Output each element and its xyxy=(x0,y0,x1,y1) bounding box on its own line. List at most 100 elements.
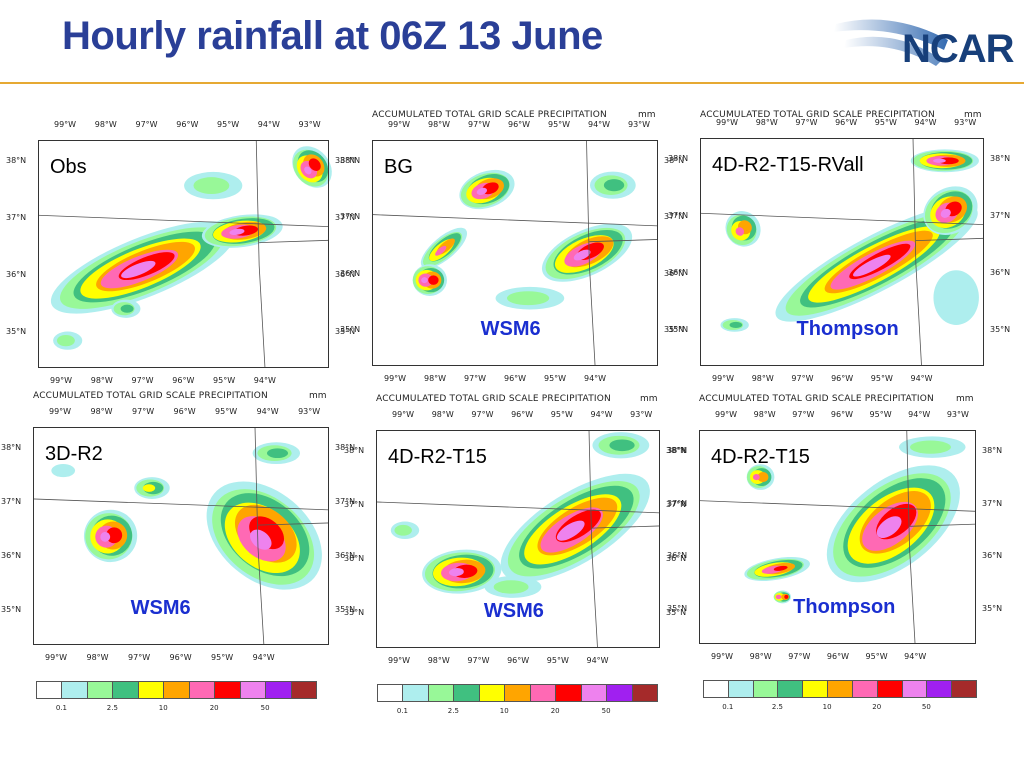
colorbar-swatch xyxy=(290,681,317,699)
rain-contour xyxy=(910,440,951,454)
rain-cell xyxy=(589,171,636,199)
lon-tick-label-bottom: 97°W xyxy=(131,376,154,385)
lon-tick-label-bottom: 97°W xyxy=(788,652,811,661)
panel-scheme-label: WSM6 xyxy=(130,597,191,619)
rainfall-map xyxy=(32,426,330,646)
rain-cell xyxy=(459,169,515,210)
colorbar-swatch xyxy=(802,680,829,698)
lon-tick-label-bottom: 94°W xyxy=(584,374,607,383)
lon-tick-label-bottom: 96°W xyxy=(504,374,527,383)
colorbar-level-label: 50 xyxy=(921,703,931,711)
rain-contour xyxy=(428,275,439,285)
colorbar-swatch xyxy=(580,684,608,702)
state-border xyxy=(698,500,977,512)
colorbar-swatch xyxy=(529,684,557,702)
panel-scheme-label: WSM6 xyxy=(483,600,544,622)
state-border xyxy=(906,429,916,645)
lon-tick-label-top: 96°W xyxy=(508,120,531,129)
colorbar-swatch xyxy=(36,681,63,699)
lat-tick-label-left: 35°N xyxy=(344,607,365,617)
state-border xyxy=(591,525,661,529)
rain-cell xyxy=(720,318,749,332)
lon-tick-label-bottom: 99°W xyxy=(384,374,407,383)
map-frame xyxy=(33,427,329,645)
panel-run-label: Obs xyxy=(50,156,87,178)
lat-tick-label-right: 37°N xyxy=(666,499,687,509)
lat-tick-label-left: 37°N xyxy=(667,498,688,508)
panel-run-label: 4D-R2-T15 xyxy=(388,446,487,468)
rain-cell xyxy=(111,299,141,318)
lat-tick-label-right: 36°N xyxy=(335,550,356,560)
rain-cell xyxy=(773,590,792,604)
lon-tick-label-bottom: 94°W xyxy=(586,656,609,665)
lat-tick-label-right: 38°N xyxy=(990,154,1011,163)
rain-contour xyxy=(773,565,788,571)
lon-tick-label-top: 95°W xyxy=(869,410,892,419)
colorbar-swatch xyxy=(951,680,977,698)
lat-tick-label-left: 37°N xyxy=(668,210,689,220)
colorbar-swatch xyxy=(876,680,903,698)
rain-contour xyxy=(609,439,635,452)
panel-scheme-label: WSM6 xyxy=(480,318,541,340)
state-border xyxy=(912,137,922,367)
panel-scheme-label: Thompson xyxy=(796,318,899,340)
colorbar-swatch xyxy=(606,684,633,702)
rain-contour xyxy=(506,291,550,306)
colorbar-level-label: 2.5 xyxy=(106,704,118,712)
rain-contour xyxy=(120,304,134,313)
lat-tick-label-right: 37°N xyxy=(990,210,1011,220)
panel-header-unit: mm xyxy=(956,394,974,404)
lon-tick-label-top: 96°W xyxy=(830,410,853,419)
rain-contour xyxy=(229,228,245,235)
colorbar-swatch xyxy=(555,684,582,702)
lat-tick-label-right: 38°N xyxy=(664,156,685,165)
colorbar-swatch xyxy=(453,684,480,702)
lat-tick-label-left: 36°N xyxy=(6,269,27,279)
lon-tick-label-bottom: 98°W xyxy=(427,656,450,665)
colorbar-swatch xyxy=(112,681,139,699)
colorbar-swatch xyxy=(214,681,241,699)
rain-cell xyxy=(592,432,650,459)
state-border xyxy=(371,214,659,227)
panel-run-label: 3D-R2 xyxy=(45,443,103,465)
lon-tick-label-top: 97°W xyxy=(132,407,155,416)
colorbar-level-label: 20 xyxy=(872,703,882,711)
rain-contour xyxy=(876,516,902,538)
colorbar-swatch xyxy=(163,681,190,699)
lon-tick-label-bottom: 95°W xyxy=(211,653,234,662)
lon-tick-label-top: 99°W xyxy=(716,118,739,127)
rain-contour xyxy=(304,166,312,175)
colorbar-swatch xyxy=(504,684,531,702)
state-border xyxy=(589,239,659,243)
lon-tick-label-bottom: 96°W xyxy=(831,374,854,383)
rain-cell xyxy=(744,556,810,582)
colorbar-swatch xyxy=(377,684,404,702)
rainfall-map xyxy=(699,137,985,367)
lat-tick-label-left: 36°N xyxy=(344,553,365,563)
lon-tick-label-bottom: 95°W xyxy=(546,656,569,665)
lon-tick-label-top: 94°W xyxy=(590,410,613,419)
colorbar-level-label: 10 xyxy=(822,703,832,711)
lat-tick-label-left: 35°N xyxy=(340,325,361,335)
panel-scheme-label: Thompson xyxy=(793,596,896,618)
panel-header-unit: mm xyxy=(640,394,658,404)
rain-contour xyxy=(121,260,156,279)
lon-tick-label-top: 95°W xyxy=(215,407,238,416)
lon-tick-label-top: 94°W xyxy=(914,118,937,127)
lat-tick-label-right: 36°N xyxy=(666,553,687,563)
colorbar-swatch xyxy=(752,680,779,698)
rainfall-map xyxy=(375,429,661,649)
colorbar-level-label: 0.1 xyxy=(396,707,409,715)
colorbar-swatch xyxy=(239,681,267,699)
rain-contour xyxy=(106,527,123,544)
state-border xyxy=(259,239,330,243)
slide-title: Hourly rainfall at 06Z 13 June xyxy=(62,14,603,58)
lon-tick-label-bottom: 97°W xyxy=(791,374,814,383)
lat-tick-label-left: 38°N xyxy=(668,154,689,163)
panel-header-unit: mm xyxy=(964,110,982,120)
colorbar-swatch xyxy=(727,680,754,698)
rainfall-map xyxy=(37,139,332,369)
colorbar-swatch xyxy=(402,684,429,702)
lon-tick-label-bottom: 94°W xyxy=(904,652,927,661)
lat-tick-label-left: 37°N xyxy=(6,212,27,222)
